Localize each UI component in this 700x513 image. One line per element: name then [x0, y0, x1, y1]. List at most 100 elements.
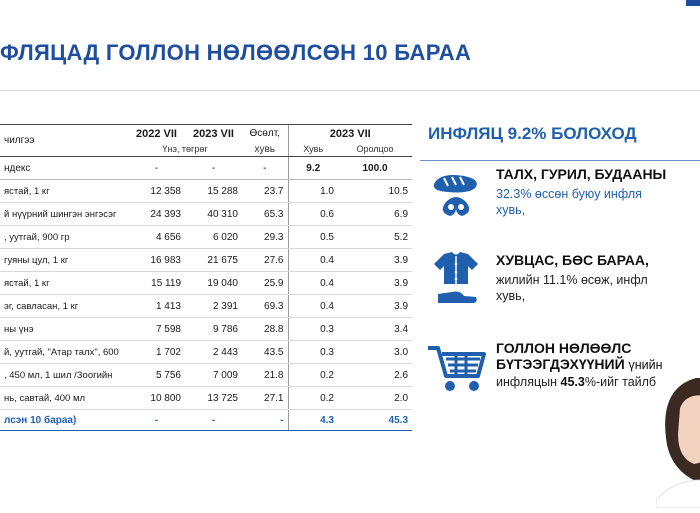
item-price-2022: 24 393 [128, 202, 185, 226]
total-2022: - [128, 409, 185, 431]
item-price-2023: 9 786 [185, 317, 242, 341]
item-price-2022: 4 656 [128, 225, 185, 249]
bread-line2: хувь, [496, 203, 526, 217]
subheader-share: Хувь [287, 142, 338, 157]
item-price-2023: 15 288 [185, 179, 242, 203]
table-row: , 450 мл, 1 шил /Зоогийн 5 756 7 009 21.8 0.… [0, 363, 413, 387]
table-row: й, уутгай, "Атар талх", 600 1 702 2 443 43.… [0, 340, 413, 364]
table-row: гуяны цул, 1 кг 16 983 21 675 27.6 0.4 3.9 [0, 248, 413, 272]
item-growth: 43.5 [242, 340, 288, 364]
cart-line-prefix: инфляцын [496, 375, 558, 389]
item-growth: 28.8 [242, 317, 288, 341]
clothing-title: ХУВЦАС, БӨС БАРАА, [496, 252, 649, 268]
bread-title: ТАЛХ, ГУРИЛ, БУДААНЫ [496, 166, 667, 182]
item-name: й нүүрний шингэн энгэсэг [0, 202, 128, 226]
item-growth: 29.3 [242, 225, 288, 249]
cart-title-line2-tail: үнийн [628, 358, 663, 372]
header-item-name: чилгээ [0, 124, 128, 157]
bread-icon [430, 170, 482, 225]
table-row: ястай, 1 кг 15 119 19 040 25.9 0.4 3.9 [0, 271, 413, 295]
total-2023: - [185, 409, 242, 431]
item-contribution: 3.9 [338, 294, 413, 318]
clothing-line1: жилийн 11.1% өсөж, инфл [496, 273, 648, 287]
item-contribution: 6.9 [338, 202, 413, 226]
table-row: ны үнэ 7 598 9 786 28.8 0.3 3.4 [0, 317, 413, 341]
header-growth: Өсөлт, [242, 124, 288, 142]
total-row: лсэн 10 бараа) - - - 4.3 45.3 [0, 409, 413, 431]
item-price-2023: 6 020 [185, 225, 242, 249]
index-share: 9.2 [287, 156, 338, 180]
item-price-2023: 19 040 [185, 271, 242, 295]
item-contribution: 10.5 [338, 179, 413, 203]
cart-line-suffix: %-ийг тайлб [584, 375, 657, 389]
item-price-2023: 40 310 [185, 202, 242, 226]
item-share: 0.2 [287, 386, 338, 410]
subheader-price: Үнэ, төгрөг [128, 142, 242, 157]
header-2023-share: 2023 VII [287, 124, 413, 142]
clothing-line2: хувь, [496, 289, 526, 303]
item-name: нь, савтай, 400 мл [0, 386, 128, 410]
item-name: ястай, 1 кг [0, 271, 128, 295]
item-price-2022: 1 702 [128, 340, 185, 364]
item-price-2022: 5 756 [128, 363, 185, 387]
item-name: ястай, 1 кг [0, 179, 128, 203]
item-price-2023: 13 725 [185, 386, 242, 410]
item-growth: 27.1 [242, 386, 288, 410]
bread-line1: 32.3% өссөн буюу инфля [496, 187, 642, 201]
item-growth: 25.9 [242, 271, 288, 295]
item-contribution: 5.2 [338, 225, 413, 249]
item-name: гуяны цул, 1 кг [0, 248, 128, 272]
item-contribution: 3.9 [338, 248, 413, 272]
item-share: 0.3 [287, 317, 338, 341]
item-contribution: 2.6 [338, 363, 413, 387]
item-share: 1.0 [287, 179, 338, 203]
item-share: 0.4 [287, 248, 338, 272]
table-row: эг, савласан, 1 кг 1 413 2 391 69.3 0.4 3.9 [0, 294, 413, 318]
clothing-icon [430, 250, 482, 311]
cart-title-line1: ГОЛЛОН НӨЛӨӨЛС [496, 340, 632, 356]
item-price-2023: 2 443 [185, 340, 242, 364]
index-name: ндекс [0, 156, 128, 180]
table-subheader-row: Үнэ, төгрөг хувь Хувь Оролцоо [0, 142, 413, 157]
cart-title-line2: БҮТЭЭГДЭХҮҮНИЙ үнийн [496, 356, 663, 372]
item-price-2022: 16 983 [128, 248, 185, 272]
item-growth: 21.8 [242, 363, 288, 387]
header-2022: 2022 VII [128, 124, 185, 142]
table-row: , уутгай, 900 гр 4 656 6 020 29.3 0.5 5.2 [0, 225, 413, 249]
item-price-2022: 1 413 [128, 294, 185, 318]
subheader-growth-unit: хувь [242, 142, 288, 157]
item-share: 0.2 [287, 363, 338, 387]
index-2023: - [185, 156, 242, 180]
cart-line-value: 45.3 [560, 375, 585, 389]
index-contribution: 100.0 [338, 156, 413, 180]
index-2022: - [128, 156, 185, 180]
item-price-2023: 21 675 [185, 248, 242, 272]
table-row: ястай, 1 кг 12 358 15 288 23.7 1.0 10.5 [0, 179, 413, 203]
item-share: 0.4 [287, 271, 338, 295]
item-price-2022: 12 358 [128, 179, 185, 203]
item-contribution: 3.4 [338, 317, 413, 341]
item-price-2022: 15 119 [128, 271, 185, 295]
top-items-table: чилгээ 2022 VII 2023 VII Өсөлт, 2023 VII… [0, 124, 413, 431]
title-divider [0, 90, 700, 91]
cart-title-line2-bold: БҮТЭЭГДЭХҮҮНИЙ [496, 356, 625, 372]
item-price-2023: 7 009 [185, 363, 242, 387]
subheader-contribution: Оролцоо [338, 142, 413, 157]
item-growth: 27.6 [242, 248, 288, 272]
item-share: 0.3 [287, 340, 338, 364]
item-growth: 69.3 [242, 294, 288, 318]
item-contribution: 3.9 [338, 271, 413, 295]
slide-title: ФЛЯЦАД ГОЛЛОН НӨЛӨӨЛСӨН 10 БАРАА [0, 40, 472, 65]
item-name: й, уутгай, "Атар талх", 600 [0, 340, 128, 364]
item-name: , 450 мл, 1 шил /Зоогийн [0, 363, 128, 387]
item-share: 0.6 [287, 202, 338, 226]
summary-panel: ИНФЛЯЦ 9.2% БОЛОХОД ТАЛХ, ГУРИЛ, БУДААНЫ… [420, 120, 700, 500]
item-price-2022: 7 598 [128, 317, 185, 341]
item-price-2023: 2 391 [185, 294, 242, 318]
total-contribution: 45.3 [338, 409, 413, 431]
item-share: 0.4 [287, 294, 338, 318]
table-row: й нүүрний шингэн энгэсэг 24 393 40 310 65.3… [0, 202, 413, 226]
shopping-cart-icon [426, 342, 488, 399]
corner-accent-bar [686, 0, 700, 6]
presenter-video-overlay [655, 378, 700, 509]
